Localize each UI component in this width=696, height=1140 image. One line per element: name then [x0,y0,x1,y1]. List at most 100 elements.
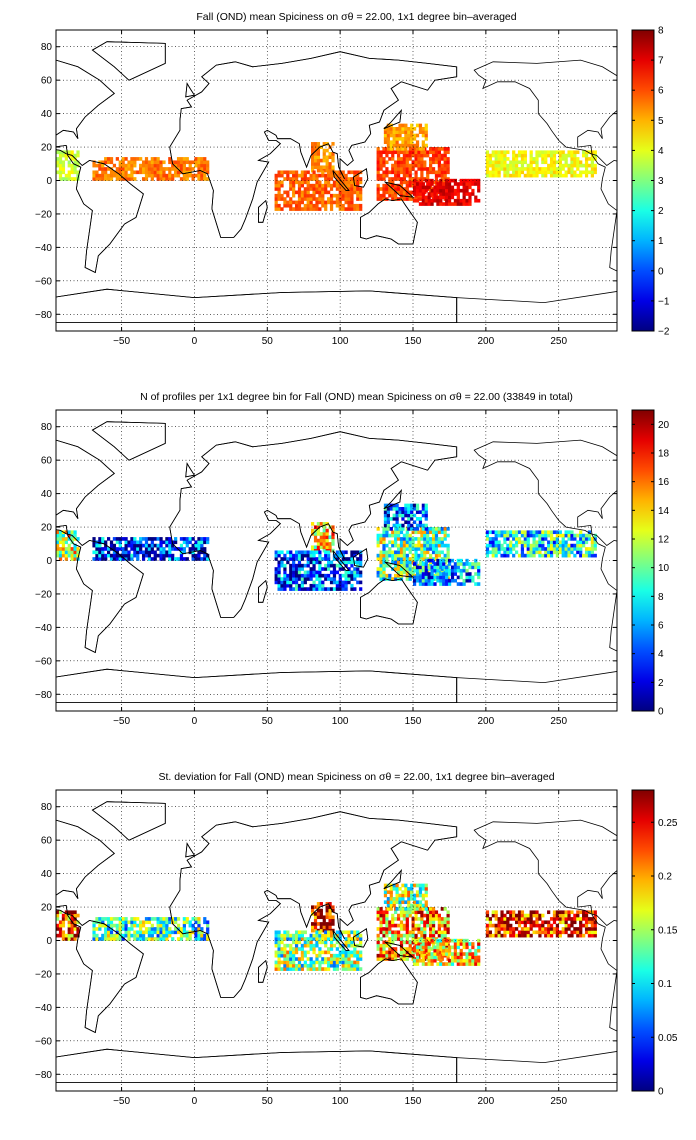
data-cell [321,200,325,205]
data-cell [532,157,536,161]
data-cell [303,550,307,555]
data-cell [76,170,80,175]
data-cell [56,923,60,928]
data-cell [328,902,332,906]
data-cell [73,550,77,555]
data-cell [570,160,574,165]
data-cell [398,907,402,911]
data-cell [139,920,143,925]
data-cell [297,180,302,185]
data-cell [402,170,407,175]
data-cell [316,522,321,526]
data-cell [415,955,420,960]
data-cell [309,197,313,201]
data-cell [61,170,66,175]
data-cell [312,177,316,181]
data-cell [424,955,428,960]
data-cell [532,913,536,918]
data-cell [341,183,345,188]
data-cell [356,573,360,578]
data-cell [274,953,278,958]
data-cell [570,530,574,535]
data-cell [433,568,437,573]
data-cell [555,167,560,171]
data-cell [294,940,299,945]
data-cell [414,173,418,178]
data-cell [300,173,305,178]
data-cell [494,163,498,168]
data-cell [445,938,449,943]
data-cell [526,553,530,558]
data-cell [115,923,119,928]
data-cell [576,933,580,938]
data-cell [520,163,525,168]
data-cell [570,163,574,168]
x-tick-label: 200 [478,716,495,727]
data-cell [389,893,393,898]
data-cell [443,147,447,151]
data-cell [289,573,293,578]
data-cell [156,163,160,168]
data-cell [506,173,510,178]
data-cell [144,937,149,941]
data-cell [182,170,186,175]
data-cell [133,177,137,181]
data-cell [411,540,415,545]
data-cell [509,930,513,935]
data-cell [430,178,434,183]
data-cell [389,907,393,911]
data-cell [341,947,345,951]
data-cell [411,953,415,958]
data-cell [394,173,398,178]
data-cell [124,157,128,161]
data-cell [313,925,318,930]
data-cell [383,140,388,145]
colorbar-tick-label: 0 [658,266,664,277]
data-cell [95,173,99,178]
data-cell [101,547,105,551]
data-cell [520,927,525,931]
data-cell [414,553,418,558]
data-cell [101,170,105,175]
data-cell [206,177,210,181]
data-cell [324,187,328,191]
data-cell [185,167,189,171]
data-cell [194,920,198,925]
data-cell [206,937,210,941]
data-cell [347,183,351,188]
data-cell [185,933,189,938]
data-cell [446,170,450,175]
data-cell [515,153,519,158]
data-cell [141,163,146,168]
data-cell [579,923,583,928]
data-cell [395,506,399,511]
data-cell [332,180,337,185]
data-cell [292,170,296,175]
data-cell [424,503,428,508]
data-cell [442,565,446,570]
data-cell [283,933,287,938]
data-cell [313,142,318,146]
data-cell [121,920,125,925]
data-cell [64,553,68,558]
data-cell [391,150,395,155]
data-cell [64,530,68,535]
data-cell [410,513,414,518]
data-cell [303,963,307,968]
data-cell [347,180,351,185]
data-cell [538,913,542,918]
data-cell [436,188,440,193]
data-cell [431,170,436,175]
data-cell [391,913,395,918]
data-cell [182,163,186,168]
data-cell [418,582,423,586]
data-cell [67,553,71,558]
data-cell [494,923,498,928]
data-cell [509,163,513,168]
data-cell [359,197,363,201]
data-cell [107,167,111,171]
grid [56,30,617,331]
data-cell [185,157,189,161]
data-cell [127,173,131,178]
data-cell [144,930,149,935]
